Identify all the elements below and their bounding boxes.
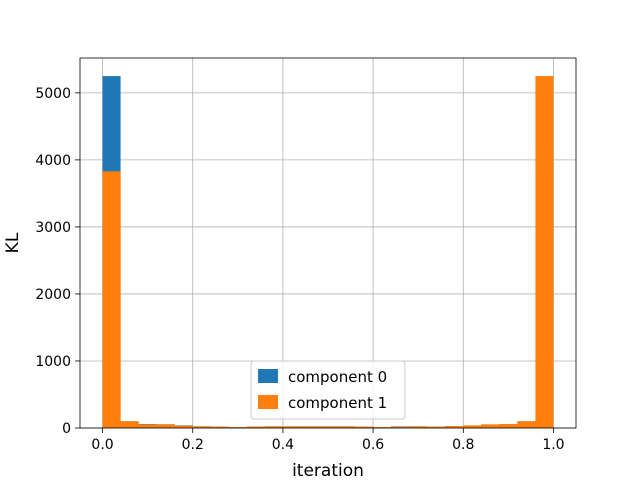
x-tick-label: 1.0 (542, 437, 564, 453)
legend-box (250, 360, 406, 420)
bar-series-1 (517, 421, 536, 428)
x-axis-label: iteration (292, 461, 364, 480)
bar-series-1 (535, 76, 554, 428)
bar-series-1 (120, 421, 139, 428)
plot-frame (79, 57, 577, 429)
bar-series-1 (138, 424, 157, 428)
y-tick-label: 4000 (35, 153, 71, 169)
y-tick-label: 3000 (35, 220, 71, 236)
bar-series-1 (264, 426, 283, 428)
x-tick-label: 0.0 (91, 437, 113, 453)
bar-series-1 (499, 423, 518, 428)
bar-series-1 (192, 426, 211, 428)
legend-swatch-component-1 (258, 395, 278, 409)
bar-series-1 (174, 425, 193, 428)
y-tick-label: 1000 (35, 354, 71, 370)
bar-series-1 (337, 426, 356, 428)
bar-series-1 (246, 426, 265, 428)
x-tick-label: 0.6 (362, 437, 384, 453)
bar-series-1 (481, 424, 500, 428)
legend-label-component-1: component 1 (288, 394, 387, 412)
y-tick-label: 5000 (35, 86, 71, 102)
bar-series-1 (373, 426, 392, 428)
bar-series-1 (156, 424, 175, 428)
bar-series-1 (463, 425, 482, 428)
x-tick-label: 0.4 (272, 437, 294, 453)
y-tick-label: 0 (62, 421, 71, 437)
legend-swatch-component-0 (258, 369, 278, 383)
bar-series-1 (445, 425, 464, 428)
bar-series-1 (318, 426, 338, 428)
bar-series-1 (228, 426, 247, 428)
legend-label-component-0: component 0 (288, 368, 387, 386)
bars (102, 76, 554, 428)
x-tick-label: 0.8 (452, 437, 474, 453)
bar-series-1 (282, 426, 301, 428)
bar-series-1 (409, 426, 428, 428)
bar-series-1 (210, 426, 229, 428)
bar-series-1 (427, 426, 446, 428)
bar-series-1 (355, 426, 374, 428)
ticks: 0.0 0.2 0.4 0.6 0.8 1.0 0 1000 2000 3000 4000 5000 (35, 86, 564, 453)
x-tick-label: 0.2 (182, 437, 204, 453)
bar-series-1 (391, 426, 410, 428)
y-tick-label: 2000 (35, 287, 71, 303)
y-axis-label: KL (3, 232, 23, 253)
legend: component 0 component 1 (250, 360, 406, 420)
bar-series-1 (300, 426, 319, 428)
bar-series-1 (102, 171, 121, 428)
